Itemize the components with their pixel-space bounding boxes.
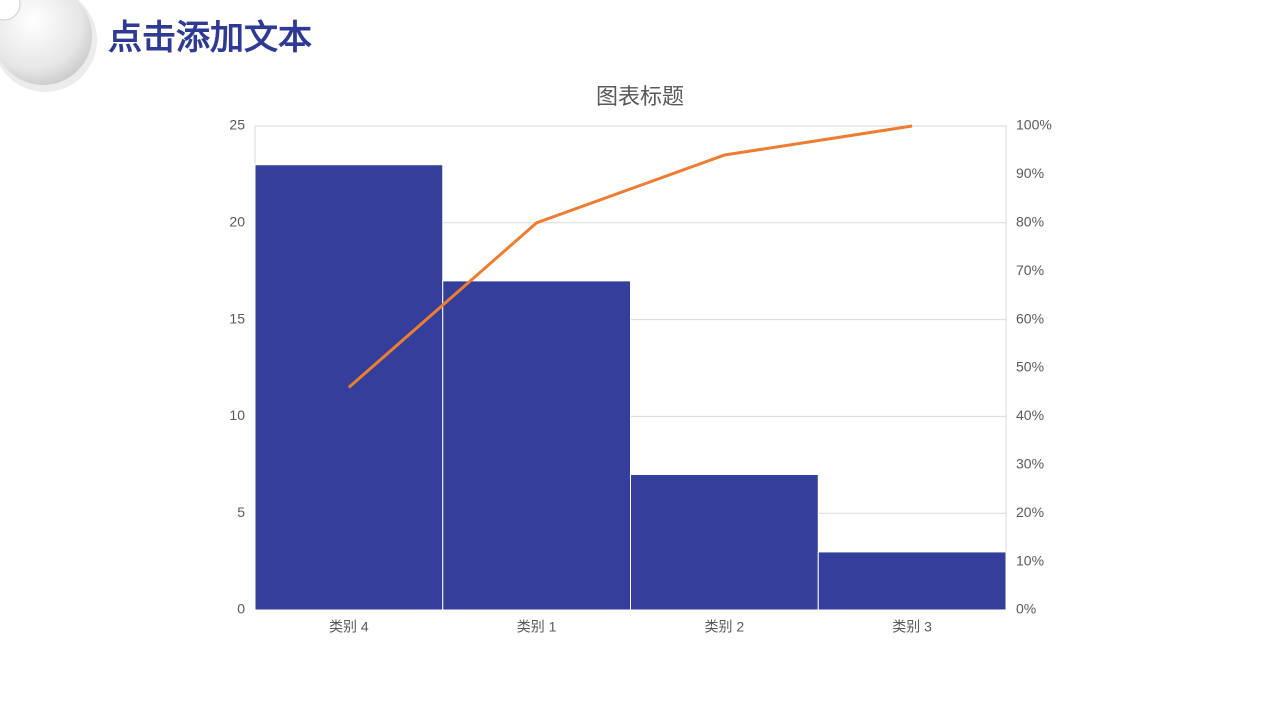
y2-tick-label: 20% <box>1016 504 1044 520</box>
y2-tick-label: 60% <box>1016 310 1044 326</box>
bar <box>442 280 631 611</box>
x-tick-label: 类别 2 <box>705 619 745 635</box>
slide-title: 点击添加文本 <box>108 19 312 57</box>
y2-tick-label: 80% <box>1016 214 1044 230</box>
y-tick-label: 5 <box>237 504 245 520</box>
y2-tick-label: 70% <box>1016 262 1044 278</box>
chart-title: 图表标题 <box>596 84 684 109</box>
y2-tick-label: 90% <box>1016 165 1044 181</box>
bar <box>817 551 1007 611</box>
decor-small-circle <box>0 0 21 21</box>
y2-tick-label: 0% <box>1016 601 1036 617</box>
y2-tick-label: 100% <box>1016 117 1052 133</box>
x-tick-label: 类别 4 <box>329 619 369 635</box>
y-tick-label: 25 <box>229 117 245 133</box>
bar <box>630 473 819 611</box>
x-tick-label: 类别 1 <box>517 619 557 635</box>
y2-tick-label: 50% <box>1016 359 1044 375</box>
line <box>347 124 913 389</box>
y2-tick-label: 10% <box>1016 552 1044 568</box>
x-tick-label: 类别 3 <box>892 619 932 635</box>
y-tick-label: 15 <box>229 310 245 326</box>
y2-tick-label: 40% <box>1016 407 1044 423</box>
y-tick-label: 0 <box>237 601 245 617</box>
y-tick-label: 20 <box>229 214 245 230</box>
decor-circle <box>0 0 92 85</box>
y2-tick-label: 30% <box>1016 456 1044 472</box>
y-tick-label: 10 <box>229 407 245 423</box>
